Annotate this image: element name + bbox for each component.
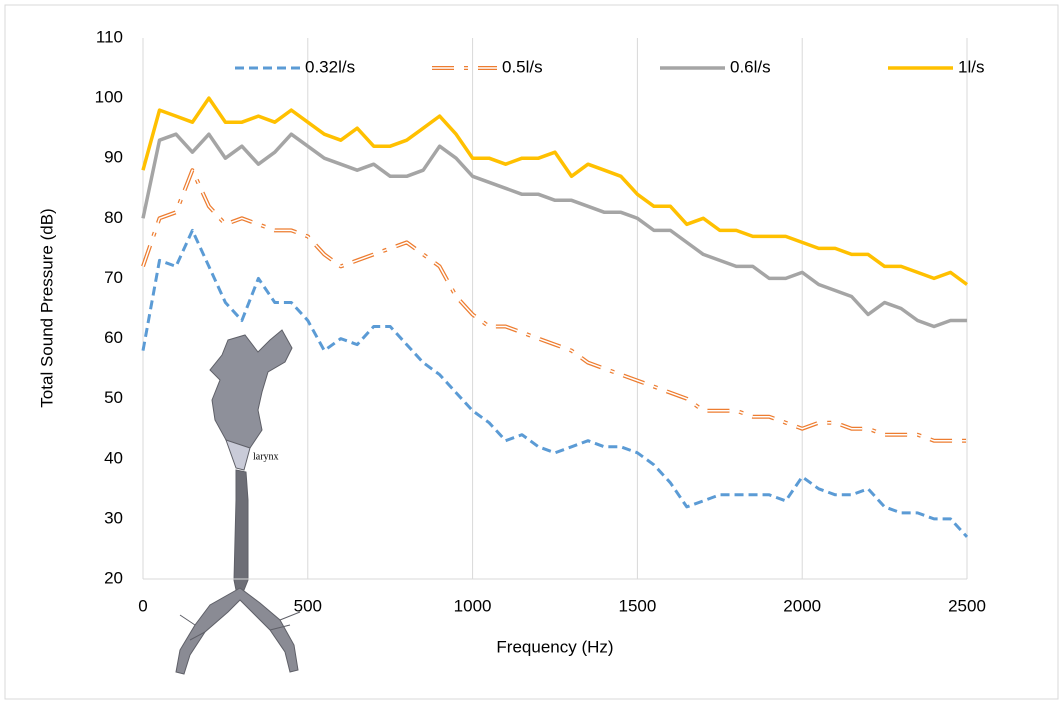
x-tick-label: 2500 (948, 596, 986, 615)
legend-label: 0.6l/s (730, 57, 771, 76)
y-tick-label: 50 (104, 388, 123, 407)
y-tick-label: 90 (104, 148, 123, 167)
x-tick-label: 2000 (783, 596, 821, 615)
series-line-inner (142, 169, 967, 442)
y-tick-label: 30 (104, 508, 123, 527)
legend-label: 0.5l/s (502, 57, 543, 76)
legend-label: 0.32l/s (305, 57, 355, 76)
y-tick-label: 70 (104, 268, 123, 287)
airway-inset (175, 329, 301, 675)
y-tick-label: 100 (95, 88, 123, 107)
x-tick-label: 1000 (454, 596, 492, 615)
x-tick-label: 1500 (618, 596, 656, 615)
series-line (141, 96, 969, 286)
y-tick-label: 60 (104, 328, 123, 347)
x-axis-label: Frequency (Hz) (496, 637, 613, 656)
series-line (141, 132, 967, 329)
x-tick-label: 500 (294, 596, 322, 615)
y-tick-label: 80 (104, 208, 123, 227)
y-tick-label: 20 (104, 568, 123, 587)
series-line (141, 228, 969, 538)
inset-label: larynx (253, 451, 279, 462)
legend-label: 1l/s (958, 57, 984, 76)
y-tick-label: 110 (96, 27, 123, 46)
y-axis-label: Total Sound Pressure (dB) (37, 208, 56, 407)
chart-frame (4, 4, 1059, 700)
y-tick-label: 40 (104, 448, 123, 467)
x-tick-label: 0 (138, 596, 147, 615)
